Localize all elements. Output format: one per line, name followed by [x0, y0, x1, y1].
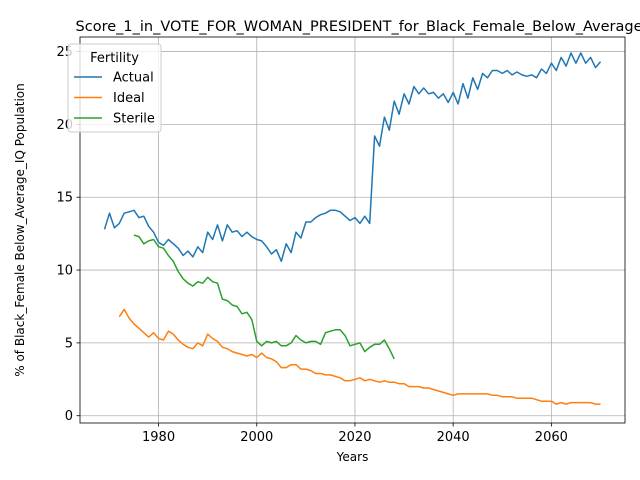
y-tick-label: 0	[65, 409, 73, 424]
y-tick-label: 10	[56, 264, 73, 279]
chart-title: Score_1_in_VOTE_FOR_WOMAN_PRESIDENT_for_…	[76, 19, 640, 35]
legend-title: Fertility	[90, 51, 139, 66]
series-line-sterile	[133, 234, 395, 360]
y-tick-label: 15	[56, 191, 73, 206]
y-tick-label: 5	[65, 336, 73, 351]
series-lines	[103, 52, 602, 405]
x-tick-label: 2020	[338, 430, 371, 445]
legend: Fertility Actual Ideal Sterile	[67, 43, 162, 133]
legend-box	[67, 43, 162, 133]
x-axis-label: Years	[336, 450, 369, 464]
x-tick-label: 2000	[240, 430, 273, 445]
plot-frame	[79, 36, 626, 424]
x-tick-label: 1980	[142, 430, 175, 445]
series-line-ideal	[118, 308, 601, 405]
y-axis-label: % of Black_Female Below_Average_IQ Popul…	[13, 83, 27, 377]
x-tick-label: 2040	[437, 430, 470, 445]
grid	[80, 37, 625, 423]
series-line-actual	[103, 52, 602, 263]
legend-label-ideal: Ideal	[113, 91, 145, 106]
legend-items: Actual Ideal Sterile	[74, 71, 155, 127]
legend-label-sterile: Sterile	[113, 112, 155, 127]
x-tick-label: 2060	[535, 430, 568, 445]
legend-label-actual: Actual	[113, 71, 154, 86]
